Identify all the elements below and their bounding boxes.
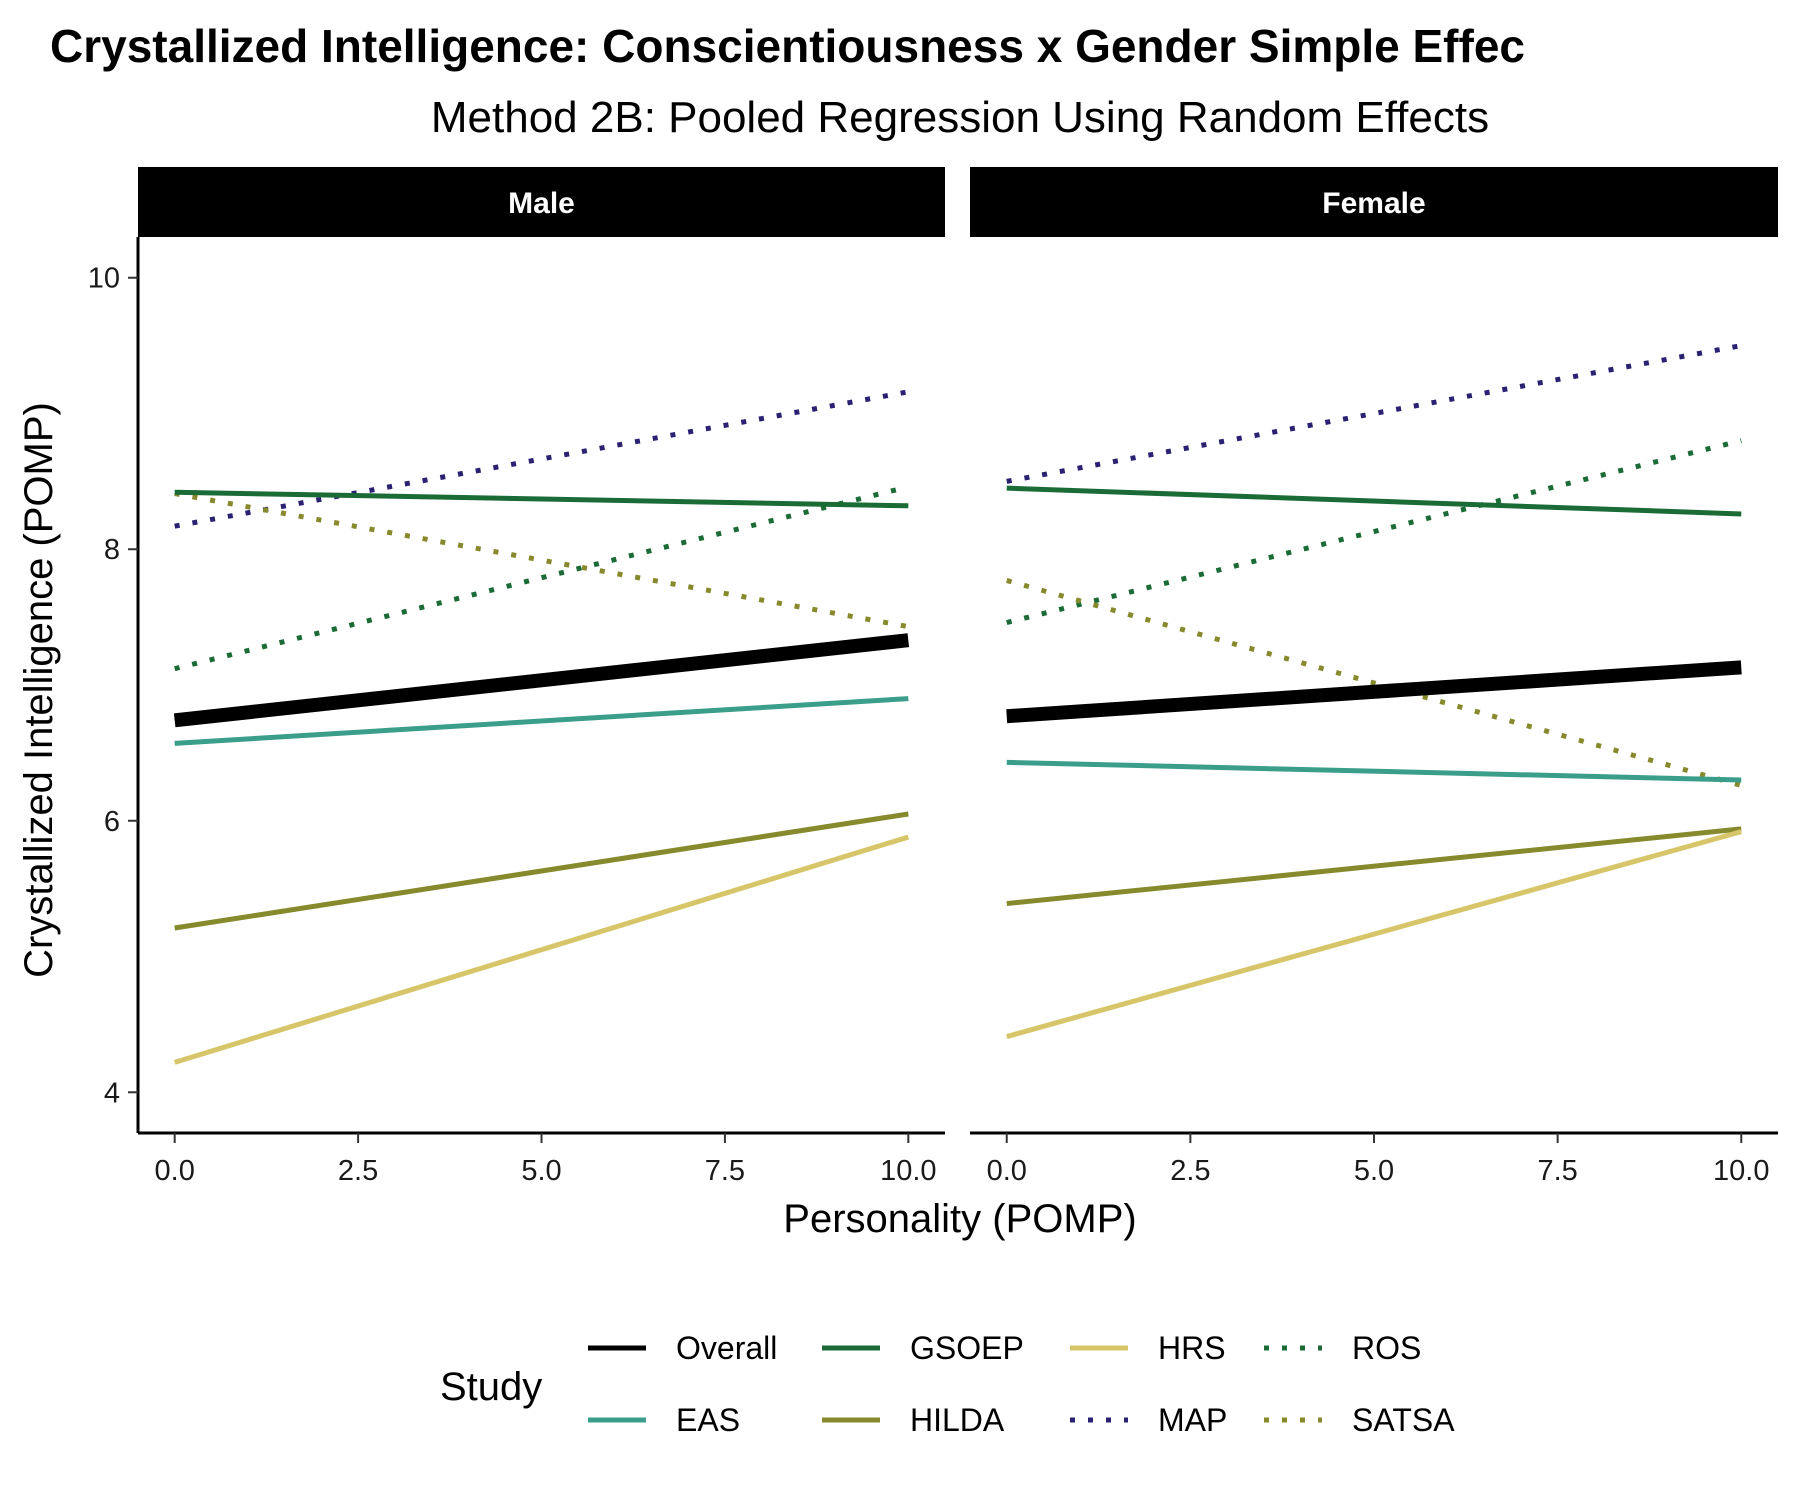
y-tick-label: 4: [104, 1077, 120, 1109]
facet-strip-label: Male: [508, 187, 575, 220]
legend-label: HILDA: [910, 1402, 1005, 1438]
legend-label: Overall: [676, 1330, 777, 1366]
facet-panels: Male 0.0 2.5 5.0 7.5 10.0 4 6 8 10 Female 0.0 2.5 5.0…: [88, 167, 1778, 1187]
facet-strip-female: [970, 167, 1778, 237]
series-line-eas: [1006, 759, 1742, 783]
series-line-overall: [173, 633, 910, 728]
y-tick-label: 8: [104, 534, 120, 566]
legend-label: EAS: [676, 1402, 740, 1438]
x-axis-title: Personality (POMP): [783, 1197, 1136, 1241]
series-line-hrs: [1006, 829, 1742, 1040]
legend-item-hilda: HILDA: [822, 1402, 1005, 1438]
legend: Study Overall EAS GSOEP HILDA HRS MAP ROS SATSA: [440, 1330, 1455, 1438]
legend-item-gsoep: GSOEP: [822, 1330, 1024, 1366]
chart-subtitle: Method 2B: Pooled Regression Using Rando…: [431, 93, 1489, 142]
legend-item-hrs: HRS: [1070, 1330, 1226, 1366]
x-tick-label: 2.5: [1170, 1155, 1210, 1187]
x-tick-label: 5.0: [521, 1155, 561, 1187]
legend-item-map: MAP: [1070, 1402, 1227, 1438]
y-tick-label: 10: [88, 263, 120, 295]
legend-label: HRS: [1158, 1330, 1226, 1366]
legend-label: ROS: [1352, 1330, 1421, 1366]
y-axis-title: Crystallized Intelligence (POMP): [17, 402, 61, 978]
series-line-map: [1006, 343, 1742, 484]
x-tick-label: 10.0: [880, 1155, 936, 1187]
series-line-overall: [1006, 660, 1742, 724]
x-tick-label: 0.0: [987, 1155, 1027, 1187]
legend-item-overall: Overall: [588, 1330, 777, 1366]
panel-female: Female 0.0 2.5 5.0 7.5 10.0: [970, 167, 1778, 1187]
legend-item-eas: EAS: [588, 1402, 740, 1438]
series-line-satsa: [174, 491, 909, 630]
y-tick-label: 6: [104, 806, 120, 838]
series-line-gsoep: [1006, 485, 1742, 517]
series-line-hilda: [1006, 826, 1742, 907]
x-tick-label: 7.5: [705, 1155, 745, 1187]
legend-label: GSOEP: [910, 1330, 1024, 1366]
x-tick-label: 10.0: [1713, 1155, 1769, 1187]
series-line-satsa: [1006, 578, 1742, 788]
facet-strip-male: [138, 167, 945, 237]
series-line-eas: [174, 696, 909, 746]
legend-item-ros: ROS: [1264, 1330, 1421, 1366]
x-tick-label: 5.0: [1354, 1155, 1394, 1187]
series-line-hrs: [173, 834, 910, 1065]
panel-male: Male 0.0 2.5 5.0 7.5 10.0 4 6 8 10: [88, 167, 945, 1187]
facet-strip-label: Female: [1322, 187, 1425, 220]
x-tick-label: 7.5: [1537, 1155, 1577, 1187]
legend-title: Study: [440, 1365, 542, 1409]
series-line-gsoep: [174, 489, 909, 509]
legend-item-satsa: SATSA: [1264, 1402, 1455, 1438]
series-line-ros: [1006, 438, 1742, 625]
series-line-hilda: [174, 811, 909, 931]
x-tick-label: 2.5: [338, 1155, 378, 1187]
legend-label: SATSA: [1352, 1402, 1455, 1438]
legend-label: MAP: [1158, 1402, 1227, 1438]
x-tick-label: 0.0: [155, 1155, 195, 1187]
chart-title: Crystallized Intelligence: Conscientious…: [50, 20, 1525, 72]
